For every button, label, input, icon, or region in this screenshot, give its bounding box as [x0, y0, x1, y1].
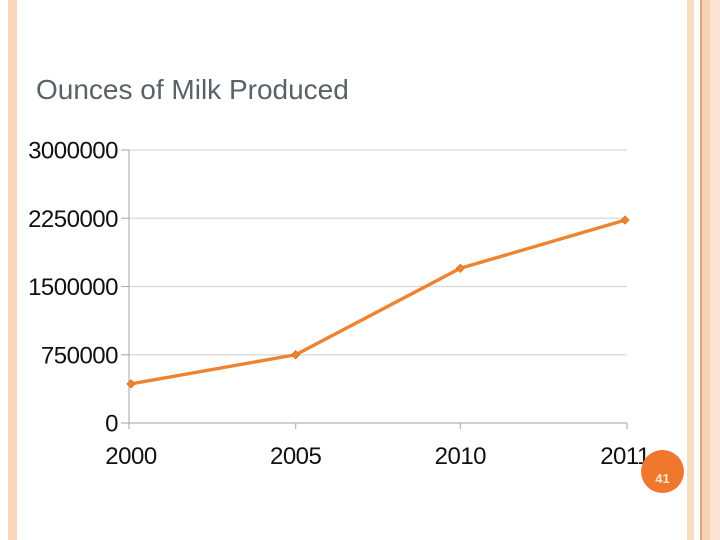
y-axis-tick-label: 1500000 — [28, 274, 118, 301]
x-axis-tick-label: 2000 — [105, 443, 157, 470]
page-number: 41 — [655, 470, 670, 486]
data-series-line — [129, 218, 627, 386]
data-point-marker — [455, 263, 466, 274]
data-series — [126, 215, 630, 389]
gridlines — [129, 149, 627, 424]
y-axis-tick-label: 0 — [105, 411, 118, 438]
data-point-marker — [126, 379, 136, 389]
right-border-accent-line — [700, 0, 702, 540]
data-point-marker — [620, 215, 630, 225]
y-axis-tick-label: 3000000 — [28, 138, 118, 165]
y-axis-tick-label: 2250000 — [28, 206, 118, 233]
right-border-stripe-mid — [702, 0, 710, 540]
x-axis-labels: 2000 2005 2010 2011 — [105, 443, 650, 470]
axes — [121, 149, 628, 429]
y-axis-tick-label: 750000 — [41, 342, 118, 369]
y-axis-labels: 0 750000 1500000 2250000 3000000 — [28, 138, 119, 438]
right-border-stripe-outer — [687, 0, 694, 540]
x-axis-tick-label: 2010 — [435, 443, 487, 470]
right-border-stripe-edge — [710, 0, 720, 540]
x-axis-tick-label: 2005 — [270, 443, 322, 470]
page-number-badge: 41 — [641, 450, 684, 493]
data-point-marker — [290, 350, 301, 360]
left-border-stripe — [8, 0, 17, 540]
slide-title: Ounces of Milk Produced — [36, 74, 349, 105]
